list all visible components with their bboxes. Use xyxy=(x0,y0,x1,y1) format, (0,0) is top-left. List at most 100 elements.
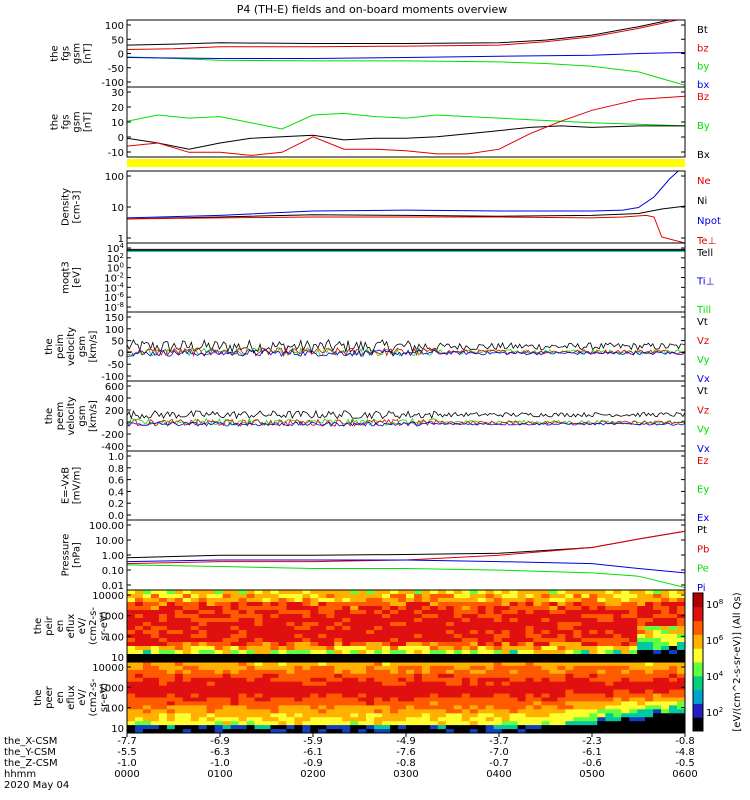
efield-frame xyxy=(126,450,686,521)
ylabel-line: [nPa] xyxy=(72,542,83,568)
colorbar: 108 106 104 102 [eV/(cm^2-s-sr-eV)] (All Qs) xyxy=(692,592,743,732)
fgs-gsm-2-traces xyxy=(127,95,685,156)
ylabel-line: en xyxy=(55,691,66,704)
pressure-traces xyxy=(127,530,685,588)
moqt3-frame xyxy=(126,242,686,313)
legend-Ne: Ne xyxy=(697,176,711,187)
ytick-label: 1 xyxy=(118,234,124,245)
legend-Vx: Vx xyxy=(697,374,710,385)
ytick-label: 100 xyxy=(105,325,124,336)
colorbar-tick: 104 xyxy=(706,670,724,683)
ytick-label: 100.00 xyxy=(89,521,124,532)
panel-fgs-gsm-2: 30 20 10 0 -10 the fgs gsm [nT] Bz By Bx xyxy=(50,86,710,161)
ylabel-line: peim xyxy=(55,334,66,359)
peim-frame xyxy=(126,311,686,382)
xaxis-tick-value: 0000 xyxy=(114,769,139,780)
xaxis-tick-value: -0.6 xyxy=(582,758,602,769)
legend-Vy: Vy xyxy=(697,425,710,436)
series-Pb xyxy=(127,530,685,565)
ytick-label: 10-2 xyxy=(104,272,124,285)
density-frame xyxy=(126,170,686,244)
xaxis-tick-value: 0500 xyxy=(579,769,604,780)
peim-traces xyxy=(127,338,685,358)
ytick-label: 0.4 xyxy=(108,487,124,498)
ytick-label: 100 xyxy=(107,262,124,275)
legend-bx: bx xyxy=(697,80,709,91)
xaxis-tick-value: -3.7 xyxy=(489,736,509,747)
ylabel-line: gsm xyxy=(72,43,83,64)
legend-Pb: Pb xyxy=(697,544,709,555)
panel-fgs-gsm-1: 100 50 0 -50 -100 the fgs gsm [nT] Bt bz by bx xyxy=(50,19,709,91)
series-Npot xyxy=(127,171,680,219)
ylabel-line: velocity xyxy=(66,396,77,435)
xaxis-tick-value: -5.9 xyxy=(303,736,323,747)
xaxis-row-label: hhmm xyxy=(4,769,36,780)
colorbar-tick: 106 xyxy=(706,634,724,647)
ytick-label: 100 xyxy=(105,632,124,643)
ylabel-line: Pressure xyxy=(61,534,72,577)
series-Bx xyxy=(127,125,685,150)
colorbar-tick: 102 xyxy=(706,706,723,719)
ylabel-line: [km/s] xyxy=(88,400,99,432)
ylabel-line: the xyxy=(33,689,44,705)
series-Bt xyxy=(127,20,673,46)
ytick-label: 0.0 xyxy=(108,511,124,522)
xaxis-tick-value: -7.7 xyxy=(117,736,137,747)
peem-traces xyxy=(127,409,685,428)
ylabel-line: the xyxy=(33,618,44,634)
xaxis-tick-value: -7.0 xyxy=(489,747,509,758)
series-Pi xyxy=(127,559,685,574)
legend-Vt: Vt xyxy=(697,386,708,397)
legend-Pt: Pt xyxy=(697,525,707,536)
ylabel-line: E=-VxB xyxy=(61,467,72,504)
noisy-series-3 xyxy=(127,349,685,358)
ylabel-line: [cm-3] xyxy=(72,190,83,223)
series-Pt xyxy=(127,530,685,559)
xaxis-tick-value: -0.8 xyxy=(675,736,695,747)
ytick-label: -400 xyxy=(101,442,124,453)
ylabel-line: sr-eV) xyxy=(99,683,110,712)
panel-peir: 10000 1000 100 10 the peir en eflux eV/(cm2-s-sr… xyxy=(33,589,686,664)
xaxis-tick-value: 0400 xyxy=(486,769,511,780)
ylabel-line: eV/ xyxy=(77,617,88,634)
legend-Bx: Bx xyxy=(697,150,710,161)
legend-Vz: Vz xyxy=(697,336,709,347)
ytick-label: 10000 xyxy=(92,663,124,674)
peer-spectrogram xyxy=(127,662,685,733)
peir-spectrogram xyxy=(127,590,685,662)
ytick-label: 10-8 xyxy=(104,301,124,314)
xaxis-tick-value: -1.0 xyxy=(210,758,230,769)
ytick-label: 100 xyxy=(105,172,124,183)
legend-By: By xyxy=(697,121,710,132)
ytick-label: 0.8 xyxy=(108,464,124,475)
ylabel-line: peir xyxy=(44,615,55,635)
ylabel-line: (cm2-s- xyxy=(88,607,99,645)
moqt3-traces xyxy=(127,248,685,252)
xaxis-row-label: the_Y-CSM xyxy=(4,747,56,758)
ylabel-line: the xyxy=(44,408,55,424)
panel-pressure: 100.00 10.00 1.00 0.10 0.01 Pressure [nPa] Pt Pb… xyxy=(61,519,709,594)
ytick-label: 20 xyxy=(111,103,124,114)
ylabel-line: [km/s] xyxy=(88,330,99,362)
xaxis-tick-value: 0600 xyxy=(672,769,697,780)
ytick-label: 1.0 xyxy=(108,452,124,463)
series-bz xyxy=(127,20,680,50)
xaxis-tick-value: -4.9 xyxy=(396,736,416,747)
ytick-label: -10 xyxy=(108,148,124,159)
ylabel-line: peem xyxy=(55,402,66,430)
legend-Vt: Vt xyxy=(697,317,708,328)
ytick-label: 0 xyxy=(118,50,124,61)
series-bx xyxy=(127,52,685,59)
ytick-label: 1.00 xyxy=(102,551,124,562)
legend-Ey: Ey xyxy=(697,485,709,496)
legend-Ni: Ni xyxy=(697,196,707,207)
xaxis-tick-value: -6.1 xyxy=(303,747,323,758)
fgs-gsm-1-traces xyxy=(127,20,685,86)
ytick-label: 10 xyxy=(111,203,124,214)
ylabel-line: sr-eV) xyxy=(99,611,110,640)
xaxis-tick-value: -0.8 xyxy=(396,758,416,769)
fgs-gsm-1-frame xyxy=(126,19,686,88)
